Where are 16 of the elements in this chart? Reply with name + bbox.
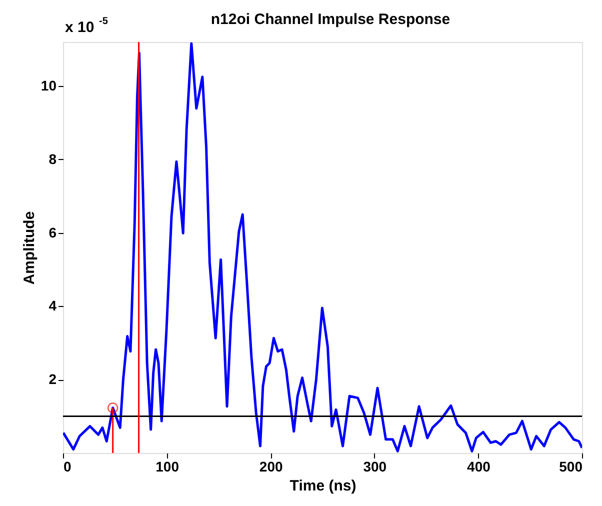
x-tick-label: 0 <box>64 458 72 474</box>
text: x 10-5 <box>65 16 108 36</box>
y-tick-label: 4 <box>48 298 57 314</box>
y-tick-label: 10 <box>40 78 57 94</box>
chart-title: n12oi Channel Impulse Response <box>210 11 450 28</box>
x-tick-label: 300 <box>363 458 387 474</box>
line-series <box>63 42 582 452</box>
x-axis-title: Time (ns) <box>290 478 356 494</box>
x-tick-label: 400 <box>467 458 491 474</box>
y-tick-label: 8 <box>48 150 57 167</box>
x-tick-label: 200 <box>259 458 283 474</box>
x-tick-label: 500 <box>559 458 583 474</box>
y-tick-label: 2 <box>48 371 57 388</box>
y-axis-title: Amplitude <box>20 211 38 285</box>
y-tick-label: 6 <box>48 224 57 240</box>
x-tick-label: 100 <box>156 458 180 474</box>
